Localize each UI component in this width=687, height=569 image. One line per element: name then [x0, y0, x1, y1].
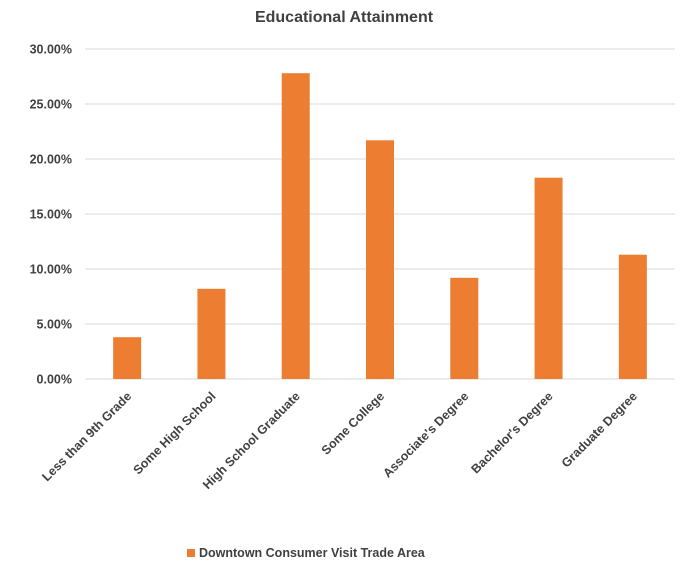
y-axis-ticks: 0.00% 5.00% 10.00% 15.00% 20.00% 25.00% 30.00%	[30, 43, 72, 387]
bar	[618, 254, 647, 379]
bar	[366, 140, 394, 379]
y-tick-label: 0.00%	[37, 373, 72, 387]
x-tick-label: Some High School	[131, 389, 219, 477]
legend-swatch	[187, 549, 195, 557]
bar	[450, 277, 479, 379]
x-tick-label: High School Graduate	[200, 389, 303, 492]
y-tick-label: 30.00%	[30, 43, 72, 57]
legend: Downtown Consumer Visit Trade Area	[187, 546, 426, 560]
bar	[197, 288, 226, 379]
y-tick-label: 5.00%	[37, 318, 72, 332]
legend-label: Downtown Consumer Visit Trade Area	[199, 546, 426, 560]
x-tick-label: Less than 9th Grade	[39, 389, 134, 484]
bar	[281, 73, 310, 379]
x-tick-label: Some College	[319, 389, 387, 457]
x-tick-label: Associate's Degree	[380, 389, 471, 480]
bars	[113, 73, 647, 379]
bar	[113, 337, 142, 379]
chart-title: Educational Attainment	[255, 9, 434, 26]
y-tick-label: 10.00%	[30, 263, 72, 277]
y-tick-label: 20.00%	[30, 153, 72, 167]
y-tick-label: 15.00%	[30, 208, 72, 222]
y-tick-label: 25.00%	[30, 98, 72, 112]
x-tick-label: Graduate Degree	[559, 389, 640, 470]
x-tick-label: Bachelor's Degree	[469, 389, 556, 476]
bar	[534, 177, 563, 379]
